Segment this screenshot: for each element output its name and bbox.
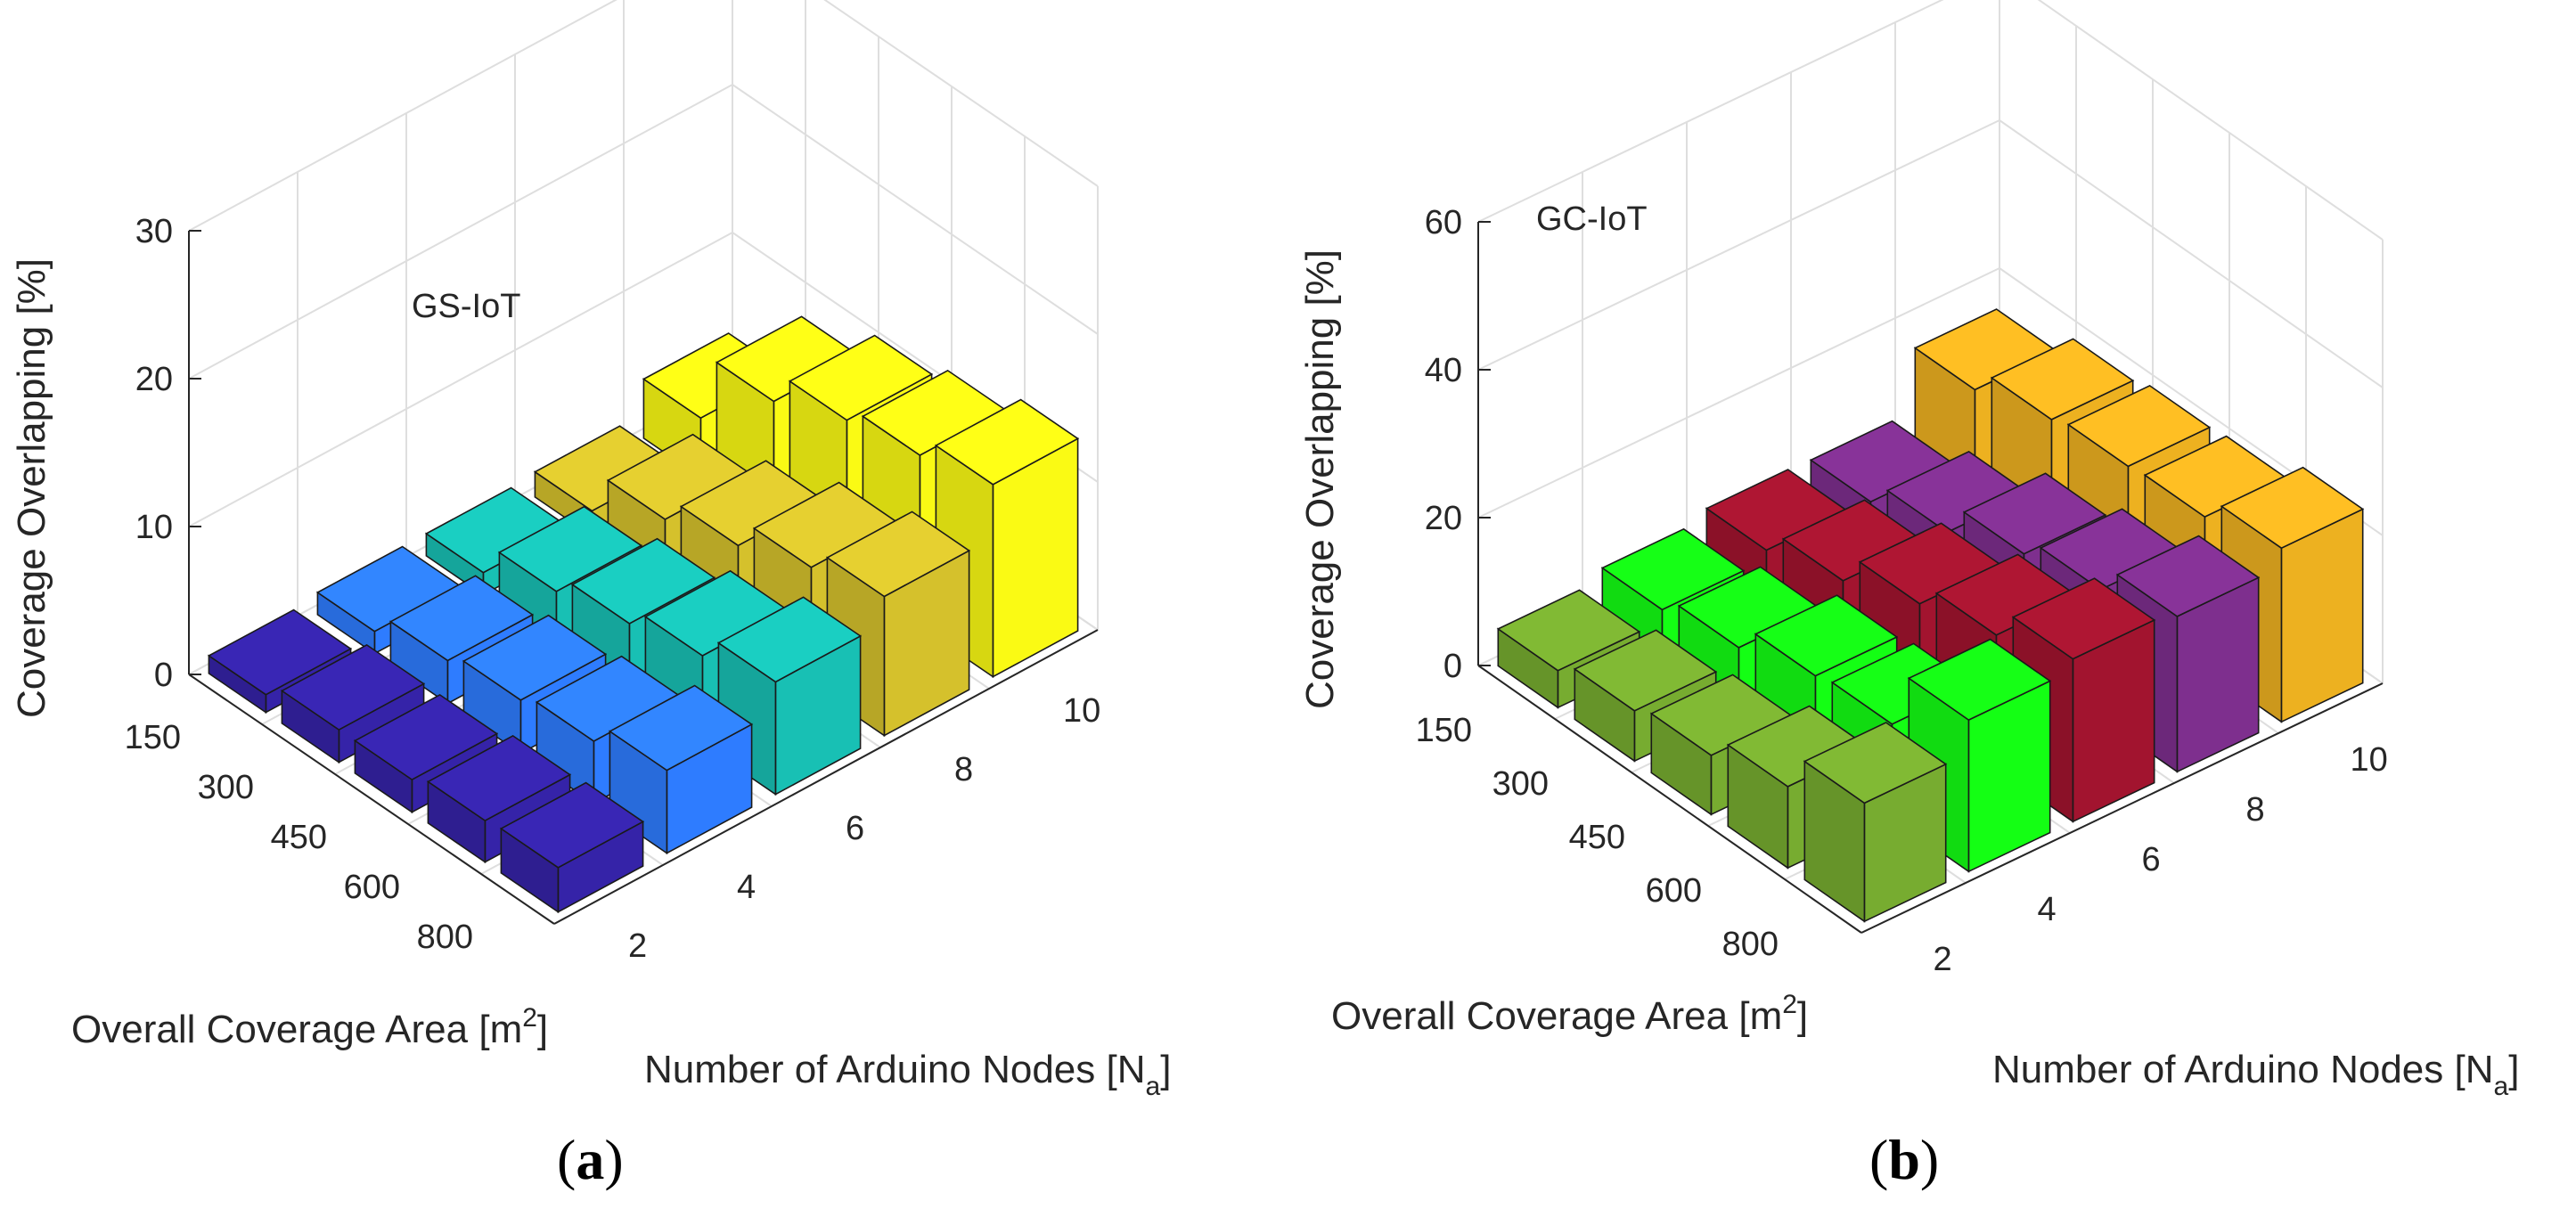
bar-top-face [1962, 472, 2107, 555]
grid-line [1477, 119, 2000, 371]
bar-top-face [2011, 577, 2156, 660]
y-tick-label: 10 [1063, 692, 1100, 730]
chart-title: GS-IoT [412, 288, 520, 325]
grid-line [1999, 119, 2384, 388]
z-tick-label: 40 [1425, 352, 1462, 389]
bar-top-face [1803, 722, 1948, 804]
z-tick-label: 20 [135, 361, 173, 398]
axis-labels: Coverage Overlapping [%] Overall Coverage… [1298, 249, 2519, 1101]
bar-top-face [2220, 466, 2365, 550]
x-tick-label: 600 [1646, 872, 1702, 910]
y-tick-label: 6 [2142, 841, 2161, 878]
y-tick-label: 4 [737, 869, 756, 906]
bar [1803, 722, 1948, 923]
bar-top-face [280, 643, 426, 731]
bar [608, 684, 754, 855]
bars [207, 315, 1080, 914]
bar-top-face [207, 608, 353, 696]
bars [1496, 308, 2365, 923]
bar-top-face [1573, 629, 1718, 712]
x-tick-label: 800 [1722, 926, 1779, 963]
x-axis-label: Overall Coverage Area [m2] [71, 1003, 548, 1051]
y-tick-label: 4 [2038, 891, 2057, 928]
y-tick-label: 2 [1934, 941, 1952, 978]
bar-top-face [1496, 589, 1641, 672]
z-axis-label: Coverage Overlapping [%] [1298, 249, 1342, 709]
axes: 0 20 40 60 150 300 450 600 800 2 4 6 8 10 [1416, 204, 2388, 978]
bar-top-face [1990, 338, 2135, 421]
bar-top-face [2115, 535, 2261, 617]
grid-line [823, 0, 1099, 187]
z-tick-label: 60 [1425, 204, 1462, 241]
y-axis-label: Number of Arduino Nodes [Na] [1992, 1048, 2519, 1101]
bar-top-face [2066, 384, 2212, 468]
bar-top-face [934, 398, 1080, 486]
bar-top-face [716, 596, 863, 683]
grid-line [2037, 0, 2384, 241]
bar-top-face [825, 510, 971, 598]
z-tick-label: 10 [135, 509, 173, 546]
bar [716, 596, 863, 796]
x-axis-label: Overall Coverage Area [m2] [1331, 990, 1808, 1038]
y-tick-label: 8 [2246, 791, 2265, 829]
z-tick-label: 0 [1443, 648, 1462, 685]
chart-panel-b: 0 20 40 60 150 300 450 600 800 2 4 6 8 10 Coverage Ove… [1288, 0, 2576, 1225]
bar-top-face [608, 684, 754, 772]
bar-top-face [788, 334, 934, 421]
z-tick-label: 20 [1425, 500, 1462, 537]
y-tick-label: 6 [846, 810, 864, 847]
y-axis-line [553, 629, 1099, 925]
grid-line [188, 0, 617, 232]
bar-top-face [1907, 638, 2052, 722]
y-axis-line [1860, 682, 2384, 934]
x-axis-line [188, 674, 555, 925]
chart-panel-a: 0 10 20 30 150 300 450 600 800 2 4 6 8 10 Coverage Ove… [10, 0, 1171, 1191]
x-tick-label: 150 [125, 719, 181, 756]
bar [499, 781, 645, 914]
chart-title: GC-IoT [1536, 200, 1648, 238]
bar-top-face [426, 734, 572, 822]
panel-label-b: (b) [1869, 1128, 1940, 1191]
grid-line [732, 84, 1099, 335]
bar-top-face [462, 614, 608, 701]
panel-label-a: (a) [557, 1128, 624, 1191]
grid-line [1477, 0, 1944, 223]
x-tick-label: 600 [344, 869, 400, 906]
bar-top-face [1600, 527, 1746, 611]
z-tick-label: 30 [135, 213, 173, 250]
bar-top-face [1754, 594, 1899, 677]
y-tick-label: 10 [2351, 741, 2388, 779]
panel-letter-a: a [576, 1128, 605, 1191]
y-axis-label: Number of Arduino Nodes [Na] [644, 1048, 1171, 1101]
x-tick-label: 450 [1569, 819, 1625, 856]
bar-top-face [499, 781, 645, 869]
grid-line [1477, 267, 2000, 519]
bar-top-face [353, 693, 499, 781]
x-axis-line [1477, 665, 1862, 934]
y-tick-label: 2 [628, 927, 647, 965]
x-tick-label: 300 [198, 769, 254, 806]
x-tick-label: 150 [1416, 712, 1472, 749]
bar [825, 510, 971, 738]
x-tick-label: 800 [417, 919, 473, 956]
x-tick-label: 450 [271, 819, 327, 856]
y-tick-label: 8 [954, 751, 973, 788]
z-axis-label: Coverage Overlapping [%] [10, 258, 53, 718]
grid-line [188, 84, 733, 380]
bar-top-face [497, 505, 643, 592]
axes: 0 10 20 30 150 300 450 600 800 2 4 6 8 10 [125, 213, 1101, 965]
axis-labels: Coverage Overlapping [%] Overall Coverage… [10, 258, 1171, 1101]
bar-top-face [570, 537, 716, 625]
panel-letter-b: b [1888, 1128, 1920, 1191]
x-tick-label: 300 [1492, 765, 1549, 803]
grid-line [188, 232, 733, 527]
bar-top-face [388, 575, 535, 662]
z-tick-label: 0 [154, 657, 173, 694]
